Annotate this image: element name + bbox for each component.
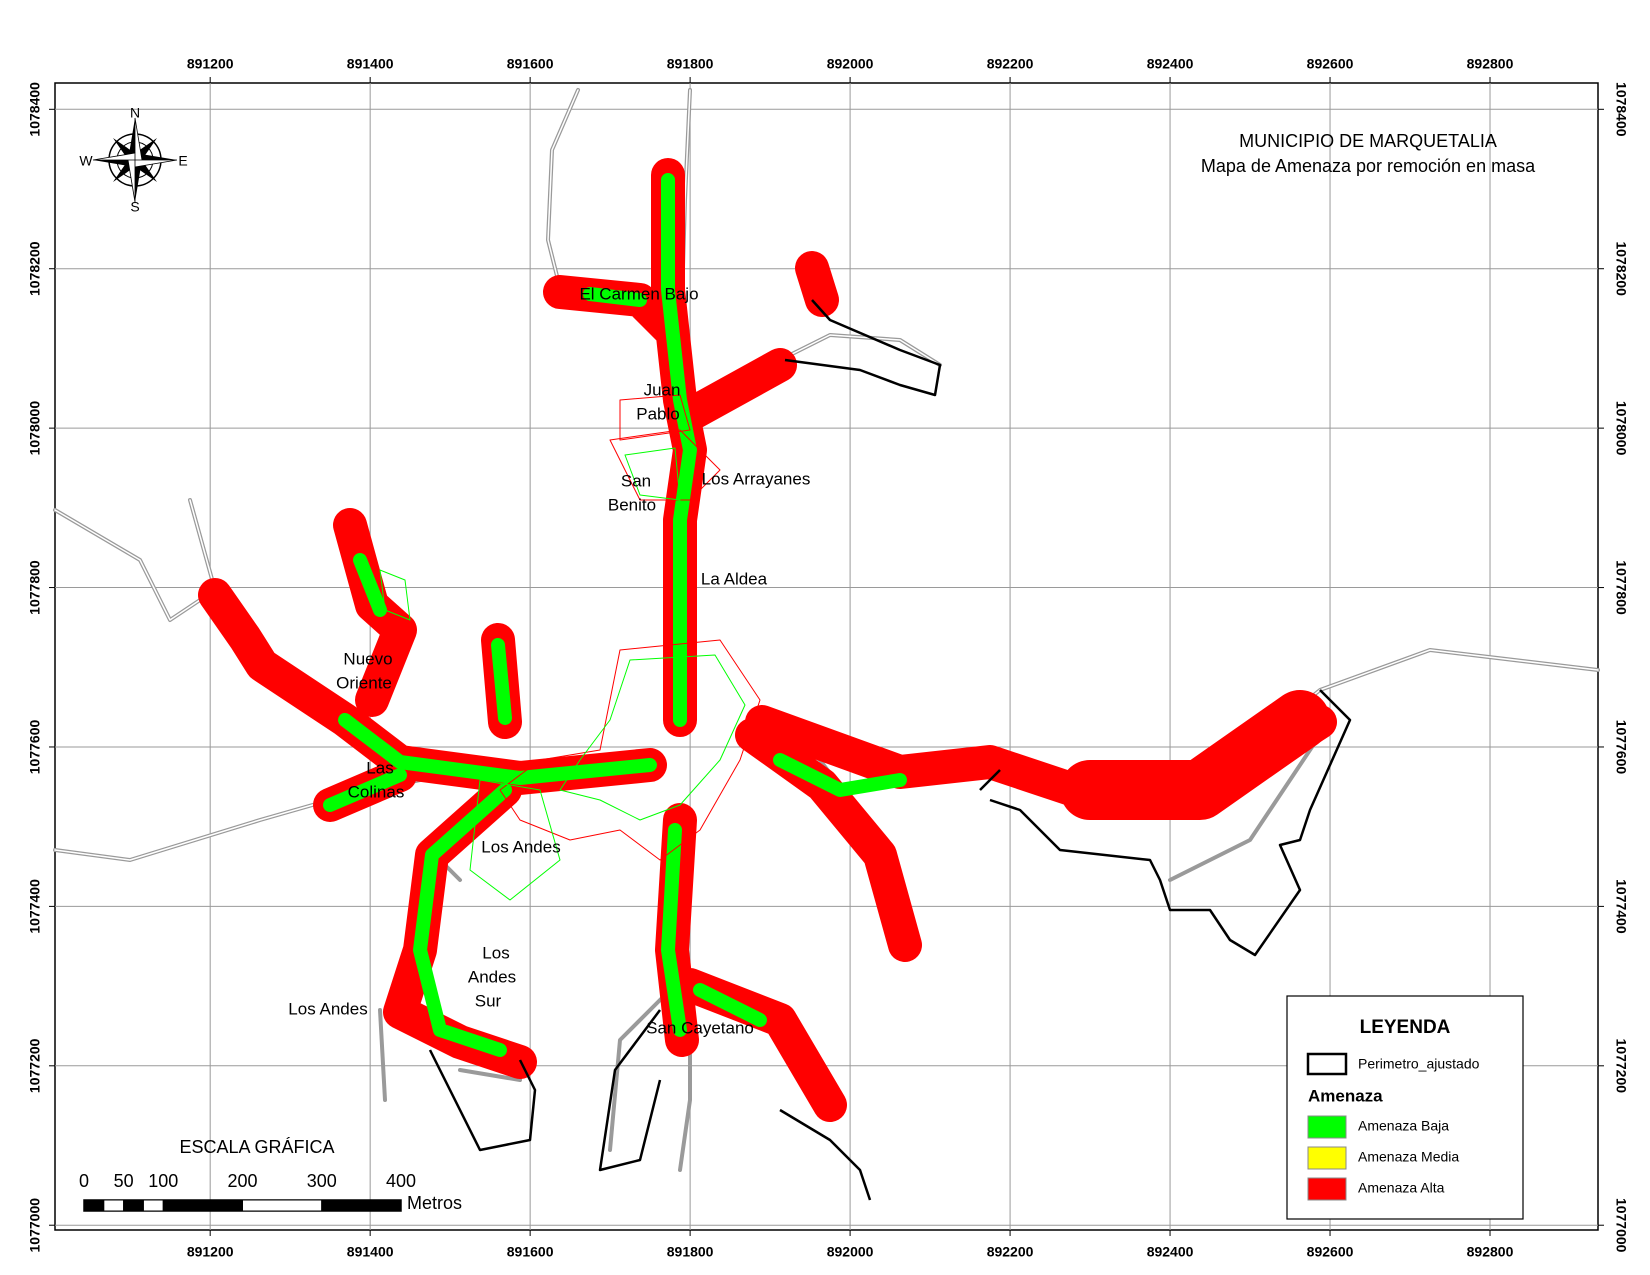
- x-tick-label: 892200: [987, 1244, 1034, 1260]
- y-tick-label: 1077000: [27, 1198, 43, 1253]
- x-tick-label: 892000: [827, 56, 874, 72]
- place-label: El Carmen Bajo: [579, 284, 698, 303]
- legend-title: LEYENDA: [1360, 1017, 1451, 1038]
- y-tick-label: 1077800: [1613, 560, 1629, 615]
- legend-label: Amenaza Media: [1358, 1149, 1459, 1165]
- scale-label: 100: [148, 1171, 178, 1191]
- place-label: Oriente: [336, 673, 392, 692]
- legend-swatch: [1307, 1146, 1347, 1170]
- compass-e: E: [178, 153, 187, 169]
- x-tick-label: 892000: [827, 1244, 874, 1260]
- place-label: Andes: [468, 967, 516, 986]
- legend-perimeter: Perimetro_ajustado: [1358, 1056, 1480, 1072]
- y-tick-label: 1078400: [27, 82, 43, 137]
- x-tick-label: 891600: [507, 1244, 554, 1260]
- x-tick-label: 892600: [1307, 1244, 1354, 1260]
- place-label: Los Arrayanes: [702, 469, 811, 488]
- scale-label: 0: [79, 1171, 89, 1191]
- y-tick-label: 1077200: [1613, 1039, 1629, 1094]
- scale-segment: [162, 1199, 243, 1212]
- x-tick-label: 892800: [1467, 56, 1514, 72]
- y-tick-label: 1077400: [27, 879, 43, 934]
- legend: LEYENDA Perimetro_ajustado Amenaza Amena…: [1286, 995, 1524, 1220]
- grid: 891200 891200 891400 891400 891600 891600 8918…: [27, 56, 1630, 1260]
- scale-segment: [123, 1199, 144, 1212]
- scale-segment: [103, 1199, 125, 1212]
- x-tick-label: 892400: [1147, 56, 1194, 72]
- y-tick-label: 1077800: [27, 560, 43, 615]
- y-tick-label: 1078000: [1613, 401, 1629, 456]
- x-tick-label: 892400: [1147, 1244, 1194, 1260]
- y-tick-label: 1078200: [27, 241, 43, 296]
- x-tick-label: 892200: [987, 56, 1034, 72]
- hazard-zones: [198, 158, 1337, 1122]
- legend-label: Amenaza Alta: [1358, 1180, 1445, 1196]
- y-tick-label: 1077000: [1613, 1198, 1629, 1253]
- scale-segment: [83, 1199, 105, 1212]
- place-label: San Cayetano: [646, 1018, 754, 1037]
- x-tick-label: 891200: [187, 1244, 234, 1260]
- compass-n: N: [130, 105, 140, 121]
- x-tick-label: 891400: [347, 56, 394, 72]
- place-label: Nuevo: [343, 649, 392, 668]
- scale-segment: [142, 1199, 164, 1212]
- place-label: Las: [366, 758, 393, 777]
- scale-title: ESCALA GRÁFICA: [179, 1137, 334, 1157]
- y-tick-label: 1077200: [27, 1038, 43, 1093]
- x-tick-label: 891200: [187, 56, 234, 72]
- scale-label: 400: [386, 1171, 416, 1191]
- y-tick-label: 1078000: [27, 401, 43, 456]
- scale-segment: [321, 1199, 402, 1212]
- x-tick-label: 891800: [667, 1244, 714, 1260]
- compass-w: W: [79, 153, 93, 169]
- place-label: Benito: [608, 495, 656, 514]
- place-label: Los: [482, 943, 509, 962]
- legend-group: Amenaza: [1308, 1086, 1383, 1105]
- map-subtitle: Mapa de Amenaza por remoción en masa: [1201, 156, 1536, 176]
- x-tick-label: 892600: [1307, 56, 1354, 72]
- y-tick-label: 1077600: [1613, 720, 1629, 775]
- map-title: MUNICIPIO DE MARQUETALIA: [1239, 131, 1497, 151]
- place-label: San: [621, 471, 651, 490]
- x-tick-label: 892800: [1467, 1244, 1514, 1260]
- y-tick-label: 1078200: [1613, 241, 1629, 296]
- x-tick-label: 891400: [347, 1244, 394, 1260]
- legend-swatch: [1307, 1115, 1347, 1139]
- x-tick-label: 891600: [507, 56, 554, 72]
- perimeter: [428, 299, 1352, 1201]
- x-tick-label: 891800: [667, 56, 714, 72]
- place-label: Pablo: [636, 404, 679, 423]
- y-tick-label: 1077600: [27, 720, 43, 775]
- place-label: Colinas: [348, 782, 405, 801]
- place-label: Los Andes: [288, 999, 367, 1018]
- place-label: Sur: [475, 991, 502, 1010]
- scale-unit: Metros: [407, 1193, 462, 1213]
- compass-s: S: [130, 199, 139, 215]
- scale-segment: [242, 1199, 323, 1212]
- place-label: La Aldea: [701, 569, 768, 588]
- y-tick-label: 1077400: [1613, 879, 1629, 934]
- scale-label: 200: [227, 1171, 257, 1191]
- scale-bar: ESCALA GRÁFICA Metros 0 50 100 200 300 400: [79, 1137, 462, 1213]
- legend-label: Amenaza Baja: [1358, 1118, 1449, 1134]
- scale-label: 50: [114, 1171, 134, 1191]
- compass: N E S W: [79, 105, 187, 215]
- scale-label: 300: [307, 1171, 337, 1191]
- place-labels: El Carmen Bajo Juan Pablo San Benito Los Arra…: [288, 284, 810, 1037]
- y-tick-label: 1078400: [1613, 82, 1629, 137]
- legend-perimeter-swatch: [1306, 1052, 1348, 1076]
- place-label: Juan: [644, 380, 681, 399]
- legend-swatch: [1307, 1177, 1347, 1201]
- place-label: Los Andes: [481, 837, 560, 856]
